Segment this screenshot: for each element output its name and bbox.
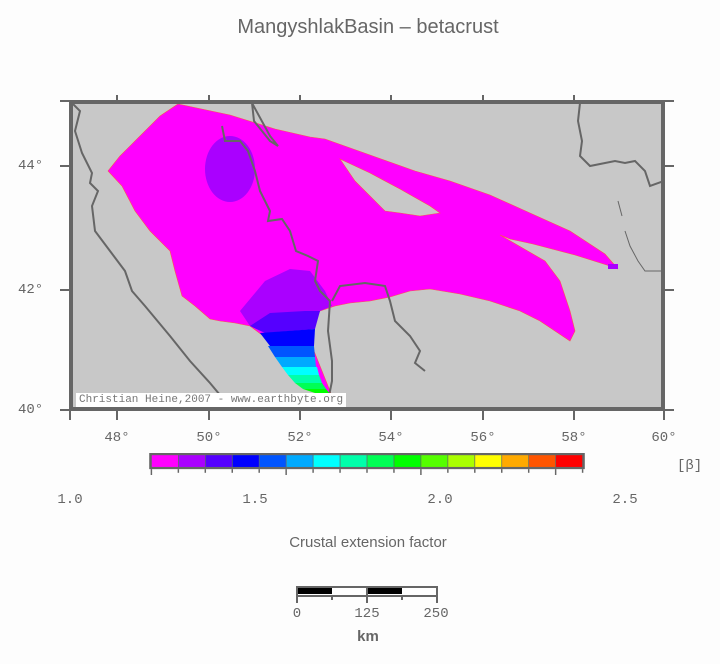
colorbar-swatch <box>151 455 178 467</box>
gradient-zone-sky <box>275 357 316 367</box>
colorbar-swatch <box>205 455 232 467</box>
lat-label-44: 44° <box>18 158 44 174</box>
gulf-region <box>339 158 441 217</box>
gradient-zone-springgreen <box>295 383 326 389</box>
coastlines <box>71 102 664 410</box>
colorbar-swatch <box>232 455 259 467</box>
colorbar-title: Crustal extension factor <box>289 534 447 551</box>
scale-label-0: 0 <box>292 606 302 622</box>
lat-label-40: 40° <box>18 402 44 418</box>
colorbar-swatch <box>475 455 502 467</box>
colorbar-unit: [β] <box>677 458 703 474</box>
map-frame-border <box>70 101 664 410</box>
lon-label-50: 50° <box>196 430 222 446</box>
colorbar-swatch <box>502 455 529 467</box>
rivers <box>617 200 664 272</box>
colorbar-swatch <box>529 455 556 467</box>
colorbar-swatch <box>313 455 340 467</box>
colorbar-swatch <box>421 455 448 467</box>
colorbar-swatch <box>340 455 367 467</box>
colorbar-swatch <box>259 455 286 467</box>
map-canvas <box>70 101 664 410</box>
colorbar-label-2-5: 2.5 <box>612 492 638 508</box>
colorbar-label-2-0: 2.0 <box>427 492 453 508</box>
map-panel <box>70 101 664 410</box>
gradient-zone-blue <box>260 329 315 346</box>
lon-label-54: 54° <box>378 430 404 446</box>
lat-label-42: 42° <box>18 282 44 298</box>
scale-label-125: 125 <box>354 606 380 622</box>
gradient-zone-lightblue <box>268 346 315 357</box>
credit-text: Christian Heine,2007 - www.earthbyte.org <box>76 393 347 407</box>
scale-label-250: 250 <box>423 606 449 622</box>
colorbar-label-1-0: 1.0 <box>57 492 83 508</box>
gradient-zone-cyan <box>282 367 319 375</box>
purple-anomaly-north <box>205 136 255 202</box>
colorbar <box>149 453 585 475</box>
purple-tip-east <box>608 264 618 269</box>
lon-label-52: 52° <box>287 430 313 446</box>
colorbar-swatch <box>556 455 583 467</box>
lon-label-48: 48° <box>104 430 130 446</box>
colorbar-swatch <box>286 455 313 467</box>
scale-unit: km <box>357 628 379 645</box>
gradient-zone-aqua <box>288 375 322 383</box>
lon-label-56: 56° <box>470 430 496 446</box>
colorbar-swatch <box>448 455 475 467</box>
gradient-zone-violet <box>250 311 320 333</box>
lon-label-58: 58° <box>561 430 587 446</box>
colorbar-swatch <box>178 455 205 467</box>
colorbar-label-1-5: 1.5 <box>242 492 268 508</box>
lon-label-60: 60° <box>651 430 677 446</box>
map-title: MangyshlakBasin – betacrust <box>237 16 499 38</box>
colorbar-swatch <box>367 455 394 467</box>
colorbar-swatch <box>394 455 421 467</box>
scale-bar <box>296 586 438 603</box>
